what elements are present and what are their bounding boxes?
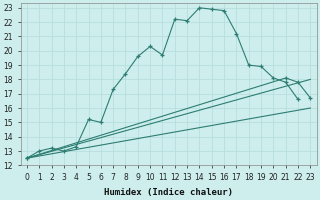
X-axis label: Humidex (Indice chaleur): Humidex (Indice chaleur) <box>104 188 233 197</box>
